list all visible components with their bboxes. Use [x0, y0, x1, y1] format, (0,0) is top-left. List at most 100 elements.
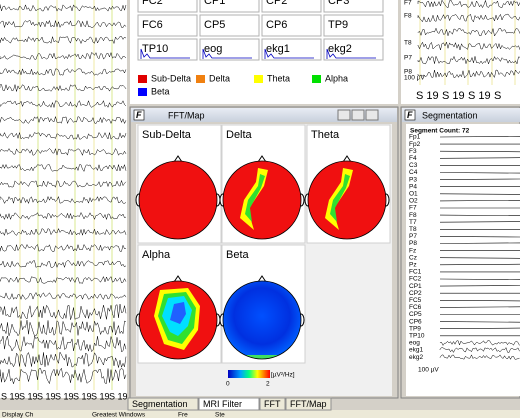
window-icon: [133, 109, 145, 121]
channel-name: ekg2: [409, 354, 423, 361]
avg-trace: [439, 157, 520, 159]
channel-name: F7: [404, 0, 412, 7]
spectrum-mini: [140, 48, 190, 59]
eeg-trace: [417, 55, 520, 65]
channel-name: O2: [409, 198, 418, 205]
channel-name: F8: [409, 212, 417, 219]
tab[interactable]: [259, 397, 286, 411]
eeg-trace: [417, 27, 520, 37]
segment-count: Segment Count: 72: [410, 128, 470, 135]
close-button[interactable]: [365, 109, 379, 121]
channel-name: F3: [409, 148, 417, 155]
eeg-trace: [0, 320, 127, 337]
avg-trace: [439, 321, 520, 323]
channel-cell: [323, 0, 384, 13]
channel-cell: [261, 14, 322, 37]
topomap: [223, 161, 301, 239]
channel-name: eog: [204, 43, 222, 55]
channel-cell: [199, 14, 260, 37]
eeg-right-panel: [401, 0, 520, 104]
marker-label: S 19: [55, 391, 74, 401]
eeg-trace: [417, 69, 520, 79]
window-buttons[interactable]: [337, 109, 379, 121]
eeg-trace: [0, 68, 127, 76]
channel-name: Cz: [409, 254, 417, 261]
window-icon: [404, 109, 416, 121]
channel-name: FC1: [409, 269, 422, 276]
topomap-fill: [308, 161, 386, 239]
channel-name: ekg1: [409, 347, 423, 354]
eeg-trace: [0, 179, 127, 188]
channel-name: CP2: [266, 0, 287, 7]
channel-name: P8: [404, 69, 412, 76]
eeg-trace: [0, 19, 127, 28]
eeg-trace: [0, 147, 127, 157]
minimize-button[interactable]: [337, 109, 351, 121]
topomap-fill: [223, 161, 301, 239]
channel-cell: [137, 0, 198, 13]
channel-name: CP2: [409, 290, 422, 297]
head-nose: [173, 275, 183, 283]
channel-name: eog: [409, 340, 420, 347]
fft-titlebar: [131, 108, 397, 122]
eeg-trace: [0, 211, 127, 221]
channel-cell: [199, 38, 260, 61]
channel-name: C3: [409, 162, 418, 169]
map-title: Sub-Delta: [142, 129, 192, 141]
eeg-trace: [417, 41, 520, 51]
topomap-fill: [223, 281, 301, 359]
marker-label: S 19: [91, 391, 110, 401]
window-title: Segmentation: [422, 110, 478, 120]
spectrum-mini: [326, 48, 376, 59]
channel-name: F7: [409, 205, 417, 212]
channel-name: FC2: [409, 276, 422, 283]
avg-trace: [439, 221, 520, 223]
map-title: Beta: [226, 249, 250, 261]
eeg-trace: [0, 100, 127, 109]
head-outline: [222, 280, 302, 360]
avg-trace: [439, 242, 520, 244]
avg-trace: [439, 178, 520, 180]
status-text: Ste: [215, 412, 225, 418]
window-title: FFT/Map: [168, 110, 205, 120]
avg-trace: [439, 214, 520, 216]
channel-cell: [137, 38, 198, 61]
avg-trace: [439, 306, 520, 308]
channel-name: TP10: [142, 43, 168, 55]
channel-name: CP5: [204, 19, 225, 31]
eeg-trace: [417, 0, 520, 9]
topomap: [223, 281, 301, 359]
eeg-trace: [0, 227, 127, 237]
tab[interactable]: [198, 397, 260, 411]
spectrum-mini: [264, 48, 314, 59]
eeg-trace: [0, 195, 127, 205]
eeg-trace: [0, 303, 127, 320]
head-outline: [222, 160, 302, 240]
channel-name: P7: [409, 233, 417, 240]
eeg-trace: [0, 367, 127, 385]
legend-swatch: [254, 75, 263, 83]
channel-name: CP1: [409, 283, 422, 290]
topomap-fill: [139, 281, 217, 359]
scale-label: 100 µV: [404, 75, 425, 82]
channel-name: FC6: [409, 304, 422, 311]
map-title: Delta: [226, 129, 253, 141]
channel-name: CP6: [409, 318, 422, 325]
icon-letter: F: [136, 110, 142, 120]
tab[interactable]: [127, 397, 199, 411]
tab[interactable]: [285, 397, 332, 411]
channel-cell: [137, 14, 198, 37]
legend-label: Sub-Delta: [151, 73, 191, 83]
status-text: Fre: [178, 412, 188, 418]
seg-titlebar: [402, 108, 520, 122]
topomap: [139, 281, 217, 359]
restore-button[interactable]: [351, 109, 365, 121]
marker-label: S: [494, 90, 501, 102]
eeg-trace: [0, 275, 127, 284]
legend-label: Delta: [209, 73, 230, 83]
channel-cell: [323, 38, 384, 61]
marker-label: S 19: [1, 391, 20, 401]
channel-name: TP10: [409, 333, 425, 340]
channel-name: CP1: [204, 0, 225, 7]
tab-label: Segmentation: [132, 399, 188, 409]
